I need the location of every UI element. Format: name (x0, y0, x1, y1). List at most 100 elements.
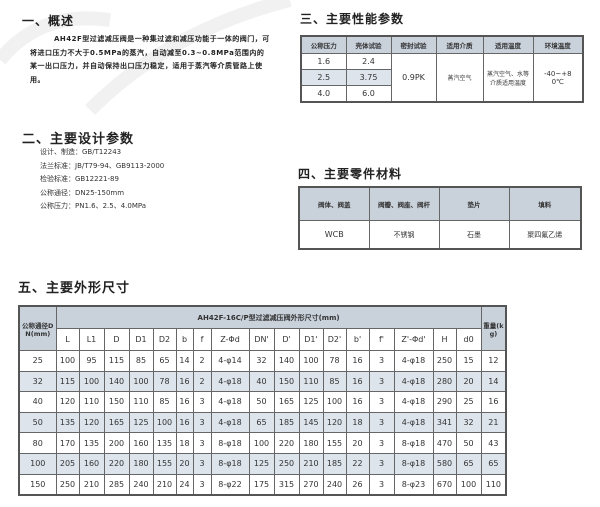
table-row: 32 115 100 140 100 78 16 2 4-φ18 40 150 110 85 16 3 4-φ… (18, 370, 507, 393)
cell: 3 (368, 432, 395, 454)
cell: 140 (273, 350, 300, 372)
cell: 4-φ18 (210, 391, 250, 413)
cell: 40 (248, 370, 275, 393)
cell: 160 (78, 452, 105, 475)
cell: 140 (103, 370, 130, 393)
cell: 3 (368, 411, 395, 434)
col-header: 环境温度 (532, 35, 584, 54)
col-header: Z-Φd (210, 328, 250, 351)
cell: 18 (175, 432, 194, 454)
cell: 180 (128, 452, 154, 475)
cell: 120 (55, 391, 80, 413)
col-header: DN' (248, 328, 275, 351)
col-header: Z'-Φd' (393, 328, 434, 351)
cell: 3 (368, 452, 395, 475)
cell: 3 (192, 452, 212, 475)
cell-temp: 蒸汽空气、水等介质适用温度 (482, 53, 534, 103)
cell: 110 (128, 391, 154, 413)
cell: 4-φ14 (210, 350, 250, 372)
cell: 110 (298, 370, 324, 393)
table-row: 80 170 135 200 160 135 18 3 8-φ18 100 220 180 155 20 3… (18, 432, 507, 454)
cell: 240 (128, 473, 154, 496)
section-performance-title: 三、主要性能参数 (300, 12, 405, 26)
cell: 4-φ18 (393, 370, 434, 393)
cell: 12 (480, 350, 507, 372)
cell: 80 (18, 432, 57, 454)
cell: 100 (322, 391, 347, 413)
cell: 32 (18, 370, 57, 393)
cell: 43 (480, 432, 507, 454)
cell: 100 (128, 370, 154, 393)
cell: 21 (480, 411, 507, 434)
design-param: 公称通径：DN25-150mm (40, 188, 125, 197)
cell: 100 (298, 350, 324, 372)
cell: 20 (345, 432, 370, 454)
cell: 250 (55, 473, 80, 496)
cell: 50 (18, 411, 57, 434)
cell: 210 (298, 452, 324, 475)
col-header: L1 (78, 328, 105, 351)
cell: 220 (103, 452, 130, 475)
cell: 250 (432, 350, 457, 372)
cell: 110 (480, 473, 507, 496)
cell: 2.5 (300, 69, 347, 86)
cell: 3 (192, 411, 212, 434)
cell: 65 (152, 350, 177, 372)
design-param: 设计、制造：GB/T12243 (40, 148, 122, 156)
performance-table: 公称压力 壳体试验 密封试验 适用介质 适用温度 环境温度 1.6 2.4 0.… (300, 35, 584, 103)
cell: 205 (55, 452, 80, 475)
cell: 26 (345, 473, 370, 496)
cell: 240 (322, 473, 347, 496)
cell: 24 (175, 473, 194, 496)
col-header: D' (273, 328, 300, 351)
cell: 4-φ18 (393, 411, 434, 434)
design-param: 法兰标准：JB/T79-94、GB9113-2000 (40, 161, 165, 170)
cell: 280 (432, 370, 457, 393)
cell: 125 (298, 391, 324, 413)
cell: 8-φ18 (210, 432, 250, 454)
cell: 470 (432, 432, 457, 454)
col-header: 适用介质 (435, 35, 484, 54)
cell: 285 (103, 473, 130, 496)
col-header: b (175, 328, 194, 351)
table-row: 40 120 110 150 110 85 16 3 4-φ18 50 165 125 100 16 3 4-… (18, 391, 507, 413)
cell: 石墨 (438, 220, 510, 250)
cell: 4-φ18 (210, 370, 250, 393)
cell: 2 (192, 370, 212, 393)
cell: 85 (322, 370, 347, 393)
cell: 210 (78, 473, 105, 496)
cell: 65 (480, 452, 507, 475)
cell: 3 (368, 350, 395, 372)
cell: 100 (55, 350, 80, 372)
cell: 18 (345, 411, 370, 434)
section-design-title: 二、主要设计参数 (22, 132, 135, 147)
cell: 670 (432, 473, 457, 496)
cell: 8-φ18 (393, 452, 434, 475)
design-params-list: 设计、制造：GB/T12243 法兰标准：JB/T79-94、GB9113-20… (40, 146, 260, 214)
cell: 220 (273, 432, 300, 454)
cell: 6.0 (345, 85, 392, 103)
cell: 3 (368, 370, 395, 393)
cell: 135 (78, 432, 105, 454)
cell: 115 (103, 350, 130, 372)
cell: 165 (103, 411, 130, 434)
cell: 120 (78, 411, 105, 434)
cell: 16 (345, 391, 370, 413)
cell: 4-φ18 (393, 350, 434, 372)
cell: 341 (432, 411, 457, 434)
cell: 16 (345, 370, 370, 393)
cell: 3 (368, 391, 395, 413)
col-header: 适用温度 (482, 35, 534, 54)
cell: 1.6 (300, 53, 347, 70)
col-header: 填料 (508, 186, 582, 221)
cell: 185 (273, 411, 300, 434)
cell: 110 (78, 391, 105, 413)
cell: 8-φ18 (210, 452, 250, 475)
col-header: D2' (322, 328, 347, 351)
cell: 4-φ18 (393, 391, 434, 413)
cell: 8-φ23 (393, 473, 434, 496)
col-header: 公称压力 (300, 35, 347, 54)
table-row: 25 100 95 115 85 65 14 2 4-φ14 32 140 100 78 16 3 4-φ18… (18, 350, 507, 372)
cell: 8-φ22 (210, 473, 250, 496)
cell: 95 (78, 350, 105, 372)
